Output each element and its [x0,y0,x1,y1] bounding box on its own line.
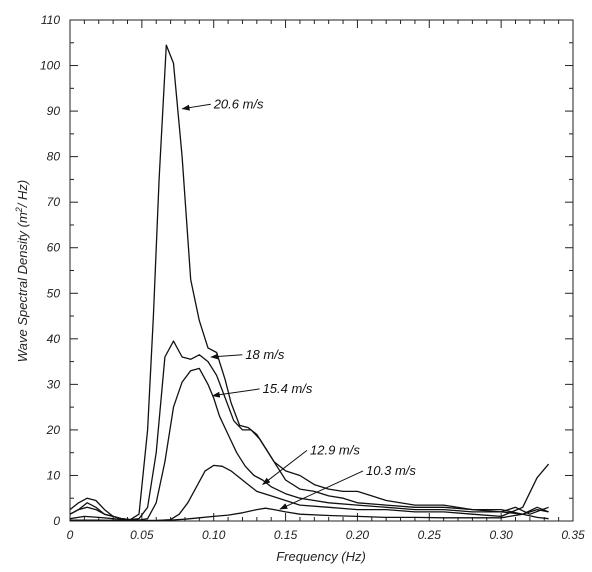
series-annotations: 20.6 m/s 18 m/s 15.4 m/s 12.9 m/s 10.3 m/s [181,96,416,510]
x-tick-label: 0.10 [202,528,226,542]
y-tick-label: 0 [53,514,60,528]
y-tick-label: 110 [41,13,60,27]
y-tick-label: 90 [47,104,61,118]
x-tick-label: 0.35 [561,528,585,542]
annotation-label: 20.6 m/s [213,96,264,111]
x-axis-title: Frequency (Hz) [276,549,366,564]
x-tick-label: 0 [67,528,74,542]
x-tick-label: 0.05 [130,528,154,542]
y-tick-label: 70 [47,195,61,209]
series-line-15-4-m-s [69,367,549,521]
annotation-arrow [211,388,260,398]
annotation-label: 18 m/s [245,347,285,362]
y-axis-title-superscript: 2 [14,207,24,213]
annotation-arrow [210,353,243,360]
annotation-label: 12.9 m/s [310,442,360,457]
annotation-label: 10.3 m/s [366,463,416,478]
series-lines [69,44,550,522]
y-tick-label: 40 [47,332,61,346]
y-tick-label: 60 [47,241,61,255]
x-tick-label: 0.25 [418,528,442,542]
annotation-arrow [181,103,211,111]
y-axis-title: Wave Spectral Density (m2/ Hz) [14,180,30,363]
x-tick-label: 0.30 [489,528,513,542]
y-axis-title-unit: / Hz) [15,180,30,208]
axis-ticks [69,19,574,522]
annotation-label: 15.4 m/s [263,381,313,396]
series-line-10-3-m-s [70,507,549,522]
y-axis-title-main: Wave Spectral Density (m [15,212,30,362]
y-tick-label: 30 [47,377,61,391]
y-tick-label: 10 [47,468,61,482]
y-tick-label: 20 [46,423,61,437]
axis-tick-labels: 0 0.05 0.10 0.15 0.20 0.25 0.30 0.35 0 10 20 30 40 50… [40,13,585,542]
y-tick-label: 50 [47,286,61,300]
x-tick-label: 0.20 [346,528,370,542]
y-tick-label: 80 [47,150,61,164]
annotation-arrow [279,470,364,510]
x-tick-label: 0.15 [274,528,298,542]
y-tick-label: 100 [40,59,60,73]
annotation-arrow [262,450,308,485]
